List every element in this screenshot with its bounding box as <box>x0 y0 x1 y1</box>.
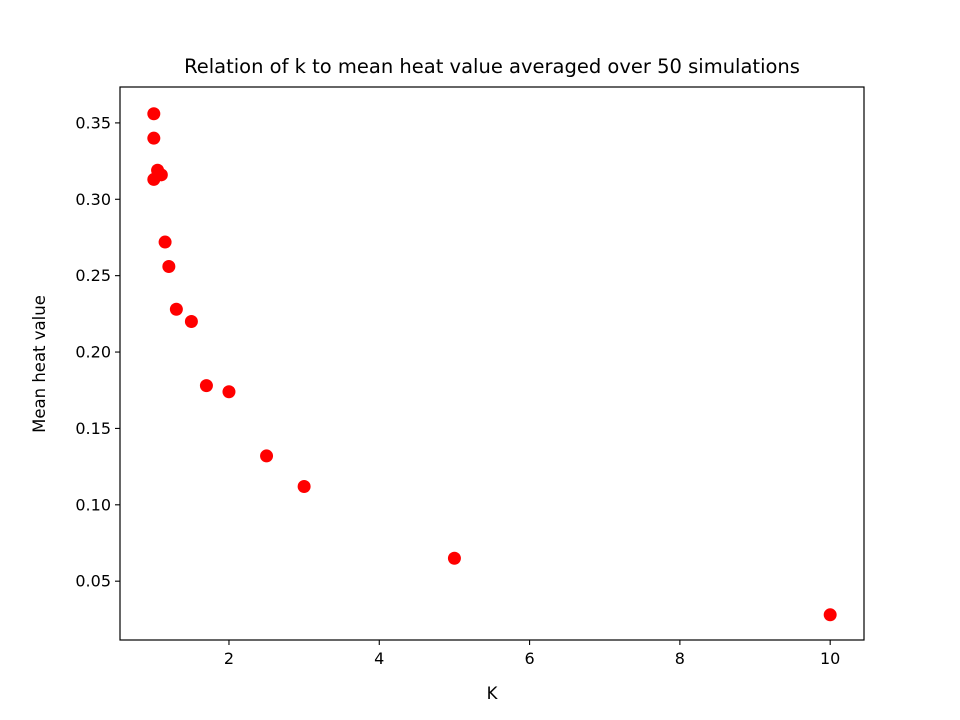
data-point <box>447 551 461 565</box>
y-axis-label: Mean heat value <box>30 295 49 433</box>
x-tick-label: 2 <box>224 649 234 668</box>
y-tick-label: 0.05 <box>75 572 111 591</box>
y-tick-label: 0.15 <box>75 419 111 438</box>
y-tick-label: 0.10 <box>75 495 111 514</box>
y-tick-label: 0.25 <box>75 266 111 285</box>
y-tick-label: 0.30 <box>75 190 111 209</box>
plot-frame <box>119 86 865 641</box>
x-tick-label: 8 <box>675 649 685 668</box>
plot-area <box>147 107 837 622</box>
data-point <box>222 385 236 399</box>
data-point <box>162 259 176 273</box>
data-point <box>147 172 161 186</box>
y-tick-label: 0.35 <box>75 113 111 132</box>
data-point <box>260 449 274 463</box>
x-tick-label: 10 <box>820 649 840 668</box>
data-point <box>147 131 161 145</box>
data-point <box>184 314 198 328</box>
data-point <box>147 107 161 121</box>
data-point <box>199 379 213 393</box>
x-tick-label: 4 <box>374 649 384 668</box>
x-axis: 2 4 6 8 10 <box>224 640 840 668</box>
chart-title: Relation of k to mean heat value average… <box>184 55 800 78</box>
data-point <box>297 479 311 493</box>
x-axis-label: K <box>487 684 499 703</box>
data-point <box>823 608 837 622</box>
y-tick-label: 0.20 <box>75 343 111 362</box>
data-point <box>158 235 172 249</box>
data-point <box>169 302 183 316</box>
y-axis: 0.05 0.10 0.15 0.20 0.25 0.30 0.35 <box>75 113 120 591</box>
x-tick-label: 6 <box>524 649 534 668</box>
